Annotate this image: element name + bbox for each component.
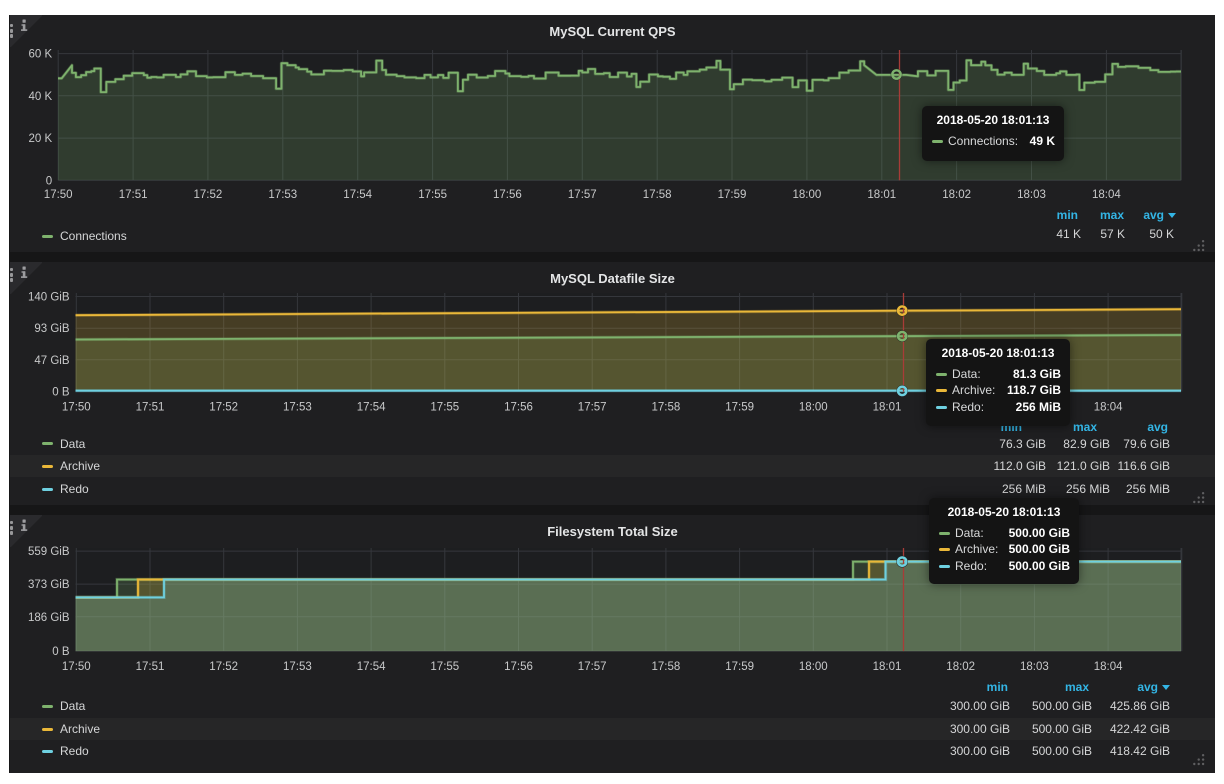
svg-text:0: 0 <box>46 175 52 187</box>
svg-text:17:51: 17:51 <box>119 189 148 201</box>
svg-text:18:01: 18:01 <box>873 661 902 673</box>
svg-text:559 GiB: 559 GiB <box>28 546 70 558</box>
svg-text:0 B: 0 B <box>52 387 70 399</box>
svg-text:17:58: 17:58 <box>652 402 681 414</box>
svg-text:17:59: 17:59 <box>718 189 747 201</box>
svg-text:18:04: 18:04 <box>1094 402 1123 414</box>
svg-text:17:51: 17:51 <box>136 661 165 673</box>
svg-text:17:52: 17:52 <box>194 189 223 201</box>
svg-text:47 GiB: 47 GiB <box>34 355 69 367</box>
svg-text:93 GiB: 93 GiB <box>34 323 69 335</box>
svg-text:18:02: 18:02 <box>942 189 971 201</box>
svg-text:18:01: 18:01 <box>867 189 896 201</box>
svg-text:17:53: 17:53 <box>268 189 297 201</box>
svg-text:17:54: 17:54 <box>357 402 386 414</box>
svg-text:17:54: 17:54 <box>343 189 372 201</box>
svg-text:17:52: 17:52 <box>209 402 238 414</box>
svg-text:18:00: 18:00 <box>793 189 822 201</box>
svg-text:17:53: 17:53 <box>283 402 312 414</box>
svg-text:17:59: 17:59 <box>725 661 754 673</box>
svg-text:17:50: 17:50 <box>62 661 91 673</box>
svg-text:17:51: 17:51 <box>136 402 165 414</box>
svg-text:17:58: 17:58 <box>643 189 672 201</box>
svg-text:18:03: 18:03 <box>1020 661 1049 673</box>
svg-text:17:57: 17:57 <box>578 661 607 673</box>
svg-text:373 GiB: 373 GiB <box>28 579 70 591</box>
svg-text:18:00: 18:00 <box>799 661 828 673</box>
svg-text:17:57: 17:57 <box>568 189 597 201</box>
svg-text:186 GiB: 186 GiB <box>28 612 70 624</box>
svg-text:18:04: 18:04 <box>1094 661 1123 673</box>
svg-text:17:55: 17:55 <box>430 402 459 414</box>
svg-text:17:50: 17:50 <box>44 189 73 201</box>
svg-text:17:55: 17:55 <box>430 661 459 673</box>
svg-text:17:55: 17:55 <box>418 189 447 201</box>
svg-text:18:01: 18:01 <box>873 402 902 414</box>
svg-text:20 K: 20 K <box>29 133 53 145</box>
svg-text:0 B: 0 B <box>52 646 70 658</box>
svg-text:17:56: 17:56 <box>504 661 533 673</box>
svg-text:18:02: 18:02 <box>946 661 975 673</box>
svg-text:17:50: 17:50 <box>62 402 91 414</box>
svg-text:18:04: 18:04 <box>1092 189 1121 201</box>
svg-text:17:59: 17:59 <box>725 402 754 414</box>
svg-text:17:57: 17:57 <box>578 402 607 414</box>
svg-text:17:56: 17:56 <box>493 189 522 201</box>
svg-text:40 K: 40 K <box>29 91 53 103</box>
svg-text:140 GiB: 140 GiB <box>28 292 70 304</box>
svg-text:17:56: 17:56 <box>504 402 533 414</box>
svg-text:18:03: 18:03 <box>1017 189 1046 201</box>
svg-text:18:00: 18:00 <box>799 402 828 414</box>
svg-text:17:53: 17:53 <box>283 661 312 673</box>
svg-text:17:54: 17:54 <box>357 661 386 673</box>
svg-text:60 K: 60 K <box>29 49 53 61</box>
svg-text:17:52: 17:52 <box>209 661 238 673</box>
svg-text:17:58: 17:58 <box>652 661 681 673</box>
